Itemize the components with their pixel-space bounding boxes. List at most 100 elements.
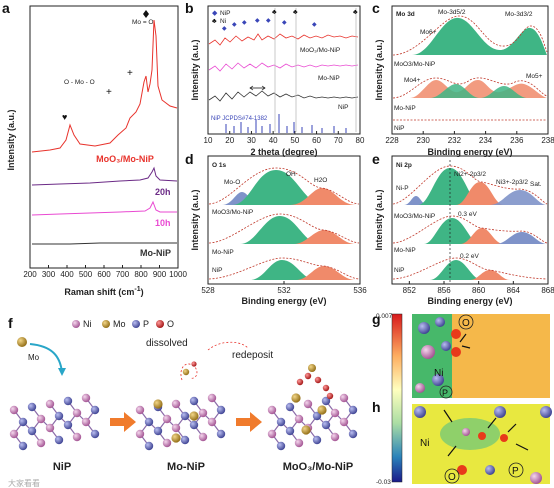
peak-fill-ni2-e-mid	[424, 218, 480, 244]
peak-fill-h2o-d-bottom	[296, 266, 356, 280]
legend-label-nip: NiP	[220, 10, 230, 17]
fit-curve-e-top	[392, 165, 548, 205]
atom	[312, 435, 322, 445]
peak-marker-diamond	[143, 10, 149, 18]
peak-fill-h2o-d	[290, 188, 356, 205]
atom	[144, 417, 154, 427]
h-atom-6	[500, 434, 508, 442]
watermark: 大家看看	[8, 478, 40, 488]
x-tick-label-a-0: 200	[23, 270, 37, 279]
peak-markers-b: ◆ ◆ ◆ ◆ ◆ ◆ ◆	[222, 18, 317, 32]
h-atom-5	[478, 432, 486, 440]
atom-legend: Ni Mo P O	[72, 319, 174, 329]
fit-curve-d-bottom	[208, 257, 360, 280]
panel-label-g: g	[372, 311, 381, 327]
atom	[207, 393, 217, 403]
atom	[162, 438, 172, 448]
peak-marker-plus-2: +	[106, 87, 112, 98]
peak-fill-mo6-c	[412, 17, 547, 56]
x-axis-label-e: Binding energy (eV)	[427, 296, 512, 306]
fit-curve-e-mid	[392, 215, 548, 244]
g-atom-5	[432, 374, 444, 386]
legend-label-ni: Ni	[220, 18, 226, 25]
atom	[321, 396, 331, 406]
redeposit-label: redeposit	[232, 350, 273, 361]
atom	[45, 399, 55, 409]
lattice-nip	[9, 393, 100, 451]
h-atom-7	[457, 465, 467, 475]
mo-atom-incoming	[17, 337, 27, 347]
g-atom-1	[418, 322, 430, 334]
atom	[276, 417, 286, 427]
series-b-monip	[208, 62, 359, 72]
legend-p-label: P	[143, 319, 149, 329]
process-arrow-1	[110, 412, 136, 432]
x-tick-label-e-2: 860	[472, 286, 486, 295]
shift-arrow-b	[249, 85, 266, 91]
x-tick-label-a-1: 300	[42, 270, 56, 279]
g-atom-6	[415, 383, 425, 393]
redeposit-path	[207, 341, 249, 351]
panel-a: a Intensity (a.u.) 200 300 400 500 600 700 800…	[2, 0, 187, 297]
atom	[330, 432, 340, 442]
dissolved-label: dissolved	[146, 338, 188, 349]
h-arrows	[443, 409, 529, 457]
atom	[9, 405, 19, 415]
atom	[18, 441, 28, 451]
label-h2o: H2O	[314, 177, 327, 184]
peak-fill-ni2-e	[418, 168, 482, 205]
panel-g: g 0.007 -0.03 O Ni P	[372, 311, 550, 486]
peak-fill-sat-e-mid	[496, 232, 547, 244]
atom	[317, 405, 327, 415]
atom	[216, 429, 226, 439]
svg-text:♣: ♣	[272, 9, 277, 16]
atom	[294, 438, 304, 448]
svg-text:◆: ◆	[255, 18, 260, 24]
stage-label-2: MoO₃/Mo-NiP	[283, 461, 353, 473]
svg-text:◆: ◆	[242, 20, 247, 26]
series-a-monip	[32, 242, 177, 245]
legend-o-ball	[156, 320, 164, 328]
mo-incoming-label: Mo	[28, 353, 40, 362]
atom	[72, 432, 82, 442]
x-tick-label-a-8: 1000	[169, 270, 187, 279]
colorbar-min: -0.03	[376, 479, 391, 486]
title-e: Ni 2p	[396, 162, 412, 169]
legend-ni-label: Ni	[83, 319, 92, 329]
peak-fill-ni2-e-bottom	[430, 260, 482, 280]
atom	[322, 384, 330, 392]
g-atom-7	[451, 329, 461, 339]
legend-marker-nip: ◆	[212, 10, 218, 17]
series-label-a-3: Mo-NiP	[140, 248, 171, 258]
x-axis-label-c: Binding energy (eV)	[427, 147, 512, 157]
ni-markers-b: ♣ ♣ ♣	[272, 9, 358, 16]
x-axis-label-b: 2 theta (degree)	[250, 147, 317, 157]
x-ticks-d: 528 532 536	[201, 281, 367, 295]
atom	[216, 405, 226, 415]
g-atom-3	[421, 345, 435, 359]
plot-frame-b	[207, 5, 361, 135]
h-label-o: O	[448, 472, 456, 483]
peak-fill-ni3-e-bottom	[470, 270, 510, 280]
x-axis-label-d: Binding energy (eV)	[241, 296, 326, 306]
series-label-a-2: 10h	[155, 218, 171, 228]
x-tick-label-d-1: 532	[277, 286, 291, 295]
panel-b: b Intensity (a.u.) 10 20 30 40 50 60 70 80 2 th…	[185, 0, 365, 157]
series-label-e-2: NiP	[394, 267, 404, 274]
atom	[81, 417, 91, 427]
atom	[267, 405, 277, 415]
atom	[180, 411, 190, 421]
colorbar-max: 0.007	[376, 313, 393, 320]
peak-fill-mo5-c	[430, 84, 528, 98]
plot-frame-a	[29, 5, 179, 269]
atom	[72, 408, 82, 418]
atom	[304, 372, 312, 380]
g-label-circle-p	[439, 385, 453, 399]
label-sat: Sat.	[530, 181, 542, 188]
x-tick-label-c-3: 234	[479, 136, 493, 145]
h-atom-4	[462, 428, 470, 436]
panel-label-e: e	[372, 151, 380, 167]
g-label-o: O	[462, 318, 470, 329]
series-label-b-1: Mo-NiP	[318, 75, 340, 82]
legend-mo-ball	[102, 320, 110, 328]
